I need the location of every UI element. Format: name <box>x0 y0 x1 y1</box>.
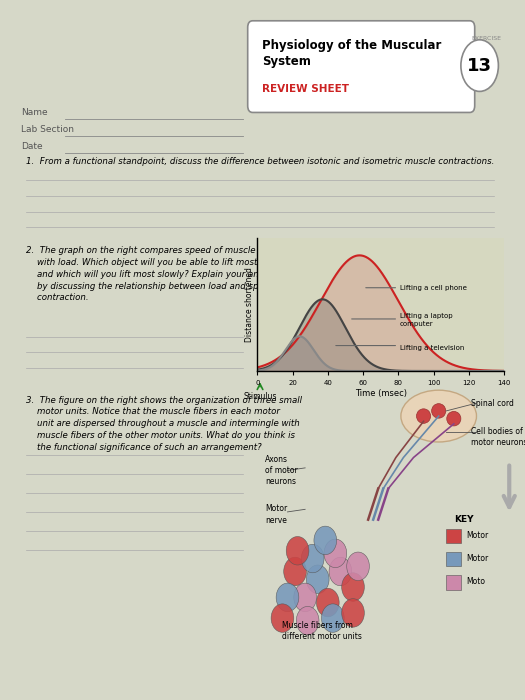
Text: Lab Section: Lab Section <box>20 125 74 134</box>
Ellipse shape <box>342 598 364 627</box>
Y-axis label: Distance shortened: Distance shortened <box>246 267 255 342</box>
Text: Muscle fibers from
different motor units: Muscle fibers from different motor units <box>282 622 362 641</box>
Ellipse shape <box>329 557 352 586</box>
Ellipse shape <box>314 526 337 554</box>
Text: Stimulus: Stimulus <box>243 392 277 401</box>
Ellipse shape <box>276 583 299 612</box>
Text: Physiology of the Muscular
System: Physiology of the Muscular System <box>262 39 442 68</box>
Text: KEY: KEY <box>454 514 474 524</box>
Circle shape <box>447 412 461 426</box>
Text: Axons
of motor
neurons: Axons of motor neurons <box>265 455 298 486</box>
Ellipse shape <box>301 545 324 573</box>
FancyBboxPatch shape <box>248 21 475 113</box>
Text: 3.  The figure on the right shows the organization of three small
    motor unit: 3. The figure on the right shows the org… <box>26 395 302 452</box>
Ellipse shape <box>324 539 347 568</box>
Ellipse shape <box>271 604 294 632</box>
Text: 2.  The graph on the right compares speed of muscle contraction
    with load. W: 2. The graph on the right compares speed… <box>26 246 307 302</box>
Text: Name: Name <box>20 108 47 117</box>
Text: REVIEW SHEET: REVIEW SHEET <box>262 84 350 94</box>
Ellipse shape <box>296 606 319 635</box>
Text: EXERCISE: EXERCISE <box>471 36 501 41</box>
Ellipse shape <box>317 588 339 617</box>
Text: Spinal cord: Spinal cord <box>471 398 514 407</box>
Circle shape <box>461 40 498 92</box>
Ellipse shape <box>321 604 344 632</box>
Ellipse shape <box>284 557 307 586</box>
Ellipse shape <box>346 552 370 580</box>
Ellipse shape <box>307 565 329 594</box>
Text: Motor: Motor <box>466 554 489 563</box>
Text: Date: Date <box>20 142 43 151</box>
Text: Moto: Moto <box>466 578 486 587</box>
Text: Lifting a television: Lifting a television <box>400 345 465 351</box>
Bar <box>446 575 461 589</box>
Bar <box>446 528 461 543</box>
Text: Lifting a laptop
computer: Lifting a laptop computer <box>400 314 453 327</box>
Text: Cell bodies of
motor neurons: Cell bodies of motor neurons <box>471 427 525 447</box>
Text: Motor: Motor <box>466 531 489 540</box>
Ellipse shape <box>286 536 309 565</box>
Circle shape <box>432 404 446 418</box>
Bar <box>446 552 461 566</box>
Circle shape <box>416 409 430 423</box>
Text: Lifting a cell phone: Lifting a cell phone <box>400 285 467 290</box>
X-axis label: Time (msec): Time (msec) <box>354 389 407 398</box>
Text: 13: 13 <box>467 57 492 75</box>
Text: Motor
nerve: Motor nerve <box>265 505 287 524</box>
Ellipse shape <box>401 390 477 442</box>
Ellipse shape <box>294 583 317 612</box>
Text: 1.  From a functional standpoint, discuss the difference between isotonic and is: 1. From a functional standpoint, discuss… <box>26 157 494 166</box>
Ellipse shape <box>342 573 364 601</box>
